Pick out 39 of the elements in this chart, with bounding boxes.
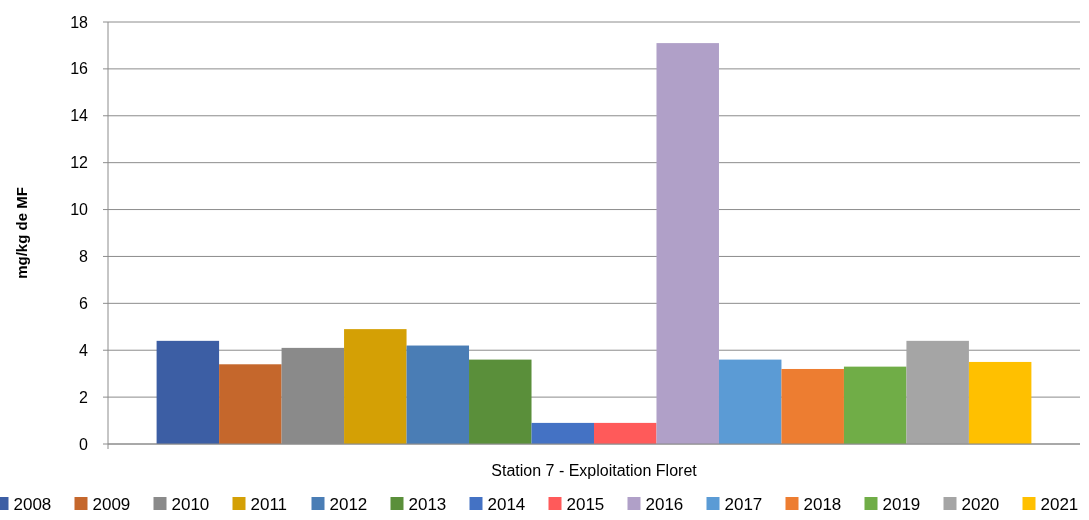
y-tick-label: 12 (70, 154, 89, 172)
legend-label: 2020 (961, 495, 1000, 514)
bar (219, 364, 282, 444)
bar (781, 368, 844, 444)
legend-label: 2021 (1040, 495, 1079, 514)
y-tick-label: 8 (79, 248, 89, 266)
y-tick-label: 18 (70, 13, 89, 31)
bar (718, 359, 782, 444)
bar (656, 43, 719, 444)
bar (156, 340, 220, 444)
y-tick-label: 16 (70, 60, 89, 78)
legend-label: 2009 (92, 495, 131, 514)
legend-label: 2016 (645, 495, 684, 514)
bar (406, 345, 470, 444)
legend-label: 2012 (329, 495, 368, 514)
x-tick-label: Station 7 - Exploitation Floret (491, 462, 698, 479)
y-tick-label: 6 (79, 294, 89, 312)
legend-label: 2013 (408, 495, 447, 514)
y-tick-label: 2 (79, 388, 89, 406)
bar (906, 340, 969, 444)
y-tick-label: 14 (70, 107, 89, 125)
legend-label: 2018 (803, 495, 842, 514)
bar (469, 359, 532, 444)
bar (968, 361, 1032, 444)
legend-label: 2017 (724, 495, 763, 514)
legend-label: 2008 (13, 495, 52, 514)
y-axis-title: mg/kg de MF (13, 187, 30, 279)
legend-label: 2014 (487, 495, 526, 514)
legend-label: 2015 (566, 495, 605, 514)
bar (594, 422, 657, 444)
bar (344, 329, 407, 444)
legend-label: 2011 (250, 495, 288, 514)
legend-label: 2019 (882, 495, 921, 514)
y-tick-label: 4 (79, 341, 89, 359)
bar (843, 366, 907, 444)
y-tick-label: 0 (79, 435, 89, 453)
legend-label: 2010 (171, 495, 210, 514)
bar (531, 422, 594, 444)
y-tick-label: 10 (70, 201, 89, 219)
